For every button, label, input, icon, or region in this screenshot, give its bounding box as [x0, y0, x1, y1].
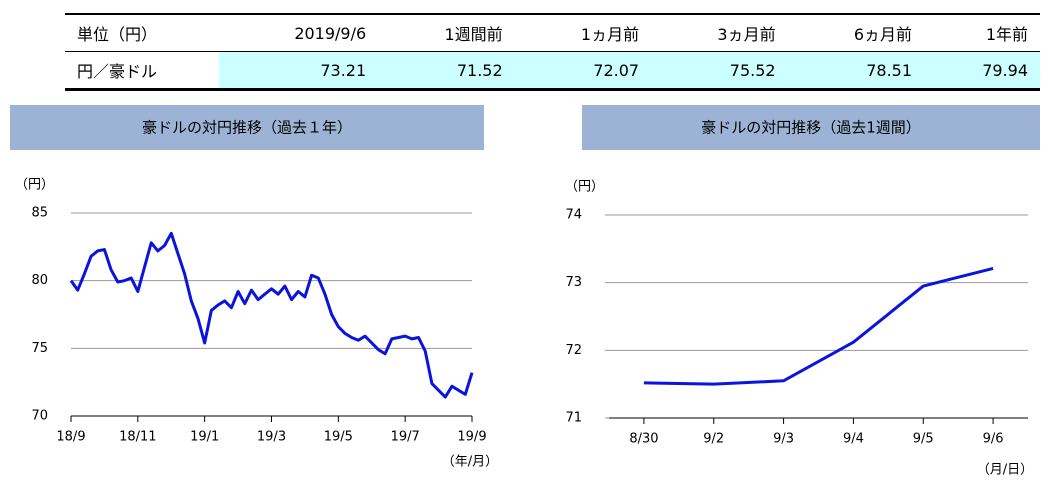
y-axis-unit: （円） [565, 180, 604, 195]
x-tick-label: 9/2 [703, 432, 724, 447]
header-cell: 1ヵ月前 [580, 25, 640, 44]
header-cell: 単位（円） [77, 25, 158, 44]
header-row: 単位（円） 2019/9/6 1週間前 1ヵ月前 3ヵ月前 6ヵ月前 1年前 [65, 14, 1040, 52]
x-tick-label: 19/1 [190, 430, 219, 445]
cell: 73.21 [219, 51, 379, 90]
x-tick-label: 18/11 [119, 430, 156, 445]
x-axis-unit: （年/月） [442, 455, 498, 470]
cell: 78.51 [787, 51, 925, 90]
x-tick-label: 9/6 [983, 432, 1004, 447]
x-tick-label: 18/9 [56, 430, 85, 445]
cell: 71.52 [378, 51, 515, 90]
cell: 円／豪ドル [65, 51, 219, 90]
y-tick-label: 80 [31, 273, 48, 288]
title-box [582, 105, 1040, 150]
x-axis-unit: （月/日） [977, 463, 1033, 478]
data-row: 円／豪ドル 73.21 71.52 72.07 75.52 78.51 79.9… [65, 51, 1040, 90]
header-cell: 1年前 [985, 25, 1028, 44]
y-tick-label: 85 [31, 206, 48, 221]
header-cell: 2019/9/6 [294, 23, 367, 43]
x-tick-label: 9/3 [773, 432, 794, 447]
cell: 72.07 [514, 51, 652, 90]
x-tick-label: 9/4 [843, 432, 864, 447]
header-cell: 6ヵ月前 [853, 25, 913, 44]
x-tick-label: 19/3 [257, 430, 286, 445]
y-tick-label: 74 [565, 208, 582, 223]
y-tick-label: 72 [565, 343, 582, 358]
line [643, 267, 994, 386]
y-tick-label: 73 [565, 275, 582, 290]
y-tick-label: 70 [31, 409, 48, 424]
cell: 79.94 [924, 51, 1040, 90]
y-tick-label: 71 [565, 411, 582, 426]
x-tick-label: 19/5 [324, 430, 353, 445]
x-tick-label: 9/5 [913, 432, 934, 447]
line [69, 231, 474, 399]
title-box [10, 105, 484, 150]
header-cell: 3ヵ月前 [717, 25, 776, 44]
chart-title: 豪ドルの対円推移（過去1週間） [701, 119, 921, 137]
x-tick-label: 19/9 [457, 430, 486, 445]
chart-title: 豪ドルの対円推移（過去１年） [142, 119, 352, 137]
rate-table: 単位（円） 2019/9/6 1週間前 1ヵ月前 3ヵ月前 6ヵ月前 1年前 円… [65, 13, 1040, 91]
y-tick-label: 75 [31, 341, 48, 356]
x-tick-label: 19/7 [391, 430, 420, 445]
x-tick-label: 8/30 [629, 432, 658, 447]
cell: 75.52 [651, 51, 788, 90]
y-axis-unit: （円） [15, 178, 54, 193]
header-cell: 1週間前 [444, 25, 503, 44]
